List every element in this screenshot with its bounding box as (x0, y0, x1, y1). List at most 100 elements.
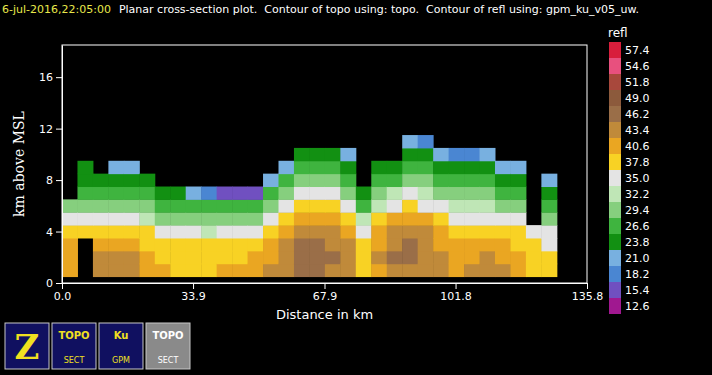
x-tick: 33.9 (181, 283, 206, 303)
cell (495, 187, 511, 200)
cell (139, 174, 155, 187)
cell (278, 212, 294, 225)
cell (62, 238, 78, 251)
button-face[interactable] (52, 323, 96, 369)
x-tick: 135.8 (572, 283, 604, 303)
cell (155, 187, 171, 200)
x-tick: 67.9 (313, 283, 338, 303)
cell (294, 174, 310, 187)
cell (294, 148, 310, 161)
colorbar-swatch (609, 234, 621, 250)
cell (263, 238, 279, 251)
colorbar-label: 21.0 (625, 252, 650, 265)
cell (356, 251, 372, 264)
x-tick-mark (325, 283, 326, 289)
button-label[interactable]: Ku (114, 330, 129, 341)
cell (371, 199, 387, 212)
cell (449, 174, 465, 187)
button-face[interactable] (99, 323, 143, 369)
cell (510, 174, 526, 187)
cell (170, 187, 186, 200)
cell (108, 264, 124, 277)
x-tick: 0.0 (54, 283, 72, 303)
cell (356, 199, 372, 212)
cell (124, 238, 140, 251)
cell (93, 174, 109, 187)
button-label[interactable]: TOPO (58, 330, 89, 341)
colorbar-label: 46.2 (625, 108, 650, 121)
cell (170, 212, 186, 225)
button-sublabel[interactable]: SECT (64, 356, 85, 365)
cell (402, 135, 418, 148)
cell (418, 174, 434, 187)
colorbar-swatch (609, 186, 621, 202)
cell (248, 199, 264, 212)
cell (294, 187, 310, 200)
cell (201, 187, 217, 200)
cell (541, 212, 557, 225)
cell (433, 199, 449, 212)
cell (541, 174, 557, 187)
colorbar-swatch (609, 138, 621, 154)
cell (217, 225, 233, 238)
cell (155, 225, 171, 238)
cell (418, 187, 434, 200)
colorbar-label: 29.4 (625, 204, 650, 217)
button-face[interactable] (146, 323, 190, 369)
toolbar-button[interactable]: TOPO SECT (52, 323, 96, 369)
cell (186, 212, 202, 225)
cell (201, 264, 217, 277)
cell (124, 161, 140, 174)
cell (480, 251, 496, 264)
background (0, 0, 712, 375)
cell (170, 225, 186, 238)
cell (186, 187, 202, 200)
cell (309, 238, 325, 251)
y-tick: 12 (39, 123, 62, 136)
cell (62, 264, 78, 277)
cell (495, 251, 511, 264)
button-label[interactable]: Z (15, 327, 40, 367)
y-tick-mark (56, 77, 62, 78)
colorbar-swatch (609, 122, 621, 138)
cell (325, 174, 341, 187)
cell (232, 212, 248, 225)
cell (170, 264, 186, 277)
cell (139, 264, 155, 277)
cell (526, 264, 542, 277)
cell (217, 238, 233, 251)
cell (495, 264, 511, 277)
y-tick: 8 (46, 174, 62, 187)
cell (371, 161, 387, 174)
colorbar-title: refl (608, 26, 628, 40)
colorbar-label: 15.4 (625, 284, 650, 297)
toolbar-button[interactable]: TOPO SECT (146, 323, 190, 369)
button-sublabel[interactable]: SECT (158, 356, 179, 365)
button-face[interactable] (5, 323, 49, 369)
cell (418, 135, 434, 148)
cell (263, 264, 279, 277)
x-tick-mark (587, 283, 588, 289)
cell (309, 148, 325, 161)
colorbar-swatch (609, 282, 621, 298)
cell (402, 264, 418, 277)
y-axis-line (62, 46, 63, 284)
cell (526, 238, 542, 251)
y-tick: 16 (39, 71, 62, 84)
button-sublabel[interactable]: GPM (112, 356, 130, 365)
cell (510, 264, 526, 277)
cell (402, 238, 418, 251)
cell (340, 148, 356, 161)
toolbar-button[interactable]: Ku GPM (99, 323, 143, 369)
toolbar-button[interactable]: Z (5, 323, 49, 369)
cell (433, 225, 449, 238)
cell (449, 148, 465, 161)
colorbar-label: 32.2 (625, 188, 650, 201)
button-label[interactable]: TOPO (152, 330, 183, 341)
colorbar-swatch (609, 90, 621, 106)
cell (77, 225, 93, 238)
cell (464, 161, 480, 174)
cell (387, 161, 403, 174)
x-tick-label: 33.9 (181, 290, 206, 303)
cell (495, 174, 511, 187)
